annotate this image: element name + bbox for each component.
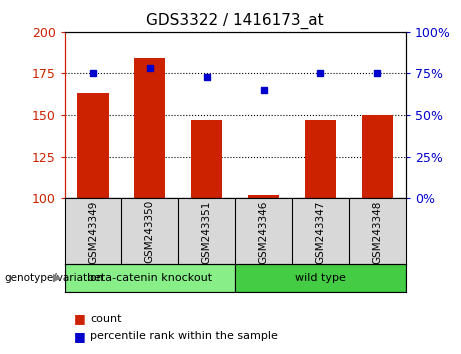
Bar (235, 264, 406, 292)
Text: beta-catenin knockout: beta-catenin knockout (87, 273, 213, 283)
Text: wild type: wild type (295, 273, 346, 283)
Bar (248, 195, 279, 198)
Bar (77, 93, 109, 198)
Text: GSM243349: GSM243349 (88, 200, 98, 264)
Bar (134, 58, 165, 198)
Text: GSM243347: GSM243347 (315, 200, 325, 264)
Text: count: count (90, 314, 121, 324)
Text: GSM243350: GSM243350 (145, 200, 155, 263)
Bar (65, 264, 235, 292)
Text: GSM243346: GSM243346 (259, 200, 269, 264)
Text: GSM243348: GSM243348 (372, 200, 382, 264)
Text: ■: ■ (74, 330, 85, 343)
Text: ▶: ▶ (53, 273, 61, 283)
Text: ■: ■ (74, 312, 85, 325)
Bar (191, 120, 222, 198)
Text: GSM243351: GSM243351 (201, 200, 212, 264)
Text: percentile rank within the sample: percentile rank within the sample (90, 331, 278, 341)
Title: GDS3322 / 1416173_at: GDS3322 / 1416173_at (146, 13, 324, 29)
Bar (361, 115, 393, 198)
Bar (305, 120, 336, 198)
Text: genotype/variation: genotype/variation (5, 273, 104, 283)
